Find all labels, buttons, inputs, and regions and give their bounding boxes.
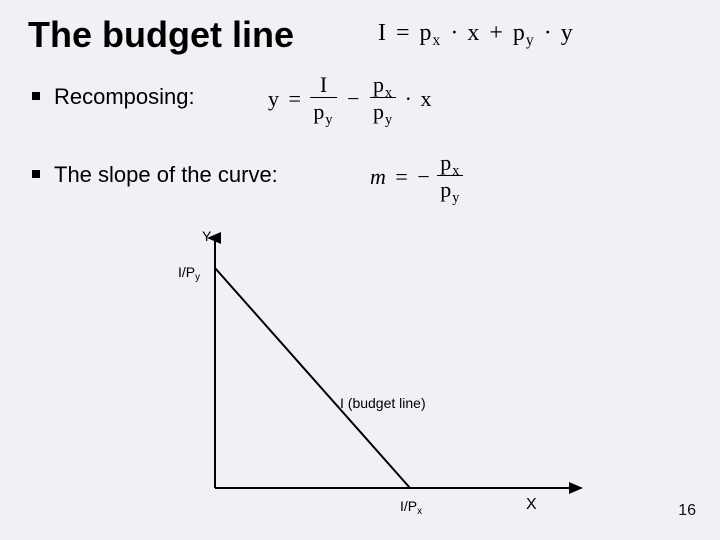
slope-num: px: [437, 150, 463, 176]
page-number: 16: [678, 502, 696, 520]
x-axis-label: X: [526, 496, 537, 514]
slope-eq: =: [391, 164, 411, 189]
x-int-text: I/P: [400, 498, 417, 514]
recomp-f1-den: py: [310, 98, 336, 126]
bullet-recomposing: Recomposing:: [32, 84, 195, 110]
eq-px-p: p: [420, 20, 432, 46]
eq-dot1: ·: [447, 20, 461, 46]
recomp-tail: x: [420, 86, 431, 111]
slope-num-sub: x: [451, 163, 460, 179]
formula-slope: m = − px py: [370, 150, 463, 204]
y-int-text: I/P: [178, 264, 195, 280]
y-axis-label: Y: [202, 228, 211, 244]
page-title: The budget line: [28, 14, 294, 56]
slide: The budget line I = px · x + py · y Reco…: [0, 0, 720, 540]
budget-line-label: I (budget line): [340, 395, 426, 411]
bullet-2-text: The slope of the curve:: [54, 162, 278, 187]
recomp-frac1: I py: [310, 72, 336, 126]
budget-line: [215, 268, 410, 488]
eq-op: =: [392, 20, 414, 46]
eq-x: x: [467, 20, 479, 46]
eq-dot2: ·: [541, 20, 555, 46]
recomp-f2-den-sub: y: [384, 112, 393, 128]
budget-line-graph: [175, 228, 595, 518]
recomp-f2-den: py: [370, 98, 396, 126]
recomp-frac2: px py: [370, 72, 396, 126]
eq-px-sub: x: [432, 32, 442, 49]
recomp-f2-den-p: p: [373, 99, 384, 124]
eq-y: y: [561, 20, 573, 46]
recomp-f2-num-sub: x: [384, 85, 393, 101]
bullet-1-text: Recomposing:: [54, 84, 195, 109]
eq-py-p: p: [513, 20, 525, 46]
eq-plus: +: [485, 20, 507, 46]
eq-py-sub: y: [525, 32, 535, 49]
recomp-f1-den-sub: y: [324, 112, 333, 128]
y-intercept-label: I/Py: [178, 264, 200, 280]
recomp-f1-den-p: p: [313, 99, 324, 124]
slope-den: py: [437, 176, 463, 204]
slope-neg: −: [417, 164, 431, 189]
x-intercept-label: I/Px: [400, 498, 422, 514]
x-int-sub: x: [417, 506, 422, 517]
slope-lhs: m: [370, 164, 386, 189]
recomp-f1-num: I: [310, 72, 336, 98]
bullet-marker: [32, 92, 40, 100]
formula-recomp: y = I py − px py · x: [268, 72, 431, 126]
bullet-slope: The slope of the curve:: [32, 162, 278, 188]
bullet-marker: [32, 170, 40, 178]
recomp-f2-num: px: [370, 72, 396, 98]
formula-main: I = px · x + py · y: [378, 20, 573, 47]
slope-den-sub: y: [451, 190, 460, 206]
slope-num-p: p: [440, 150, 451, 175]
recomp-minus: −: [342, 86, 364, 111]
eq-lhs: I: [378, 20, 386, 46]
slope-den-p: p: [440, 177, 451, 202]
recomp-dot: ·: [402, 86, 415, 111]
slope-frac: px py: [437, 150, 463, 204]
recomp-f2-num-p: p: [373, 72, 384, 97]
recomp-lhs: y: [268, 86, 279, 111]
y-int-sub: y: [195, 272, 200, 283]
recomp-eq: =: [285, 86, 305, 111]
